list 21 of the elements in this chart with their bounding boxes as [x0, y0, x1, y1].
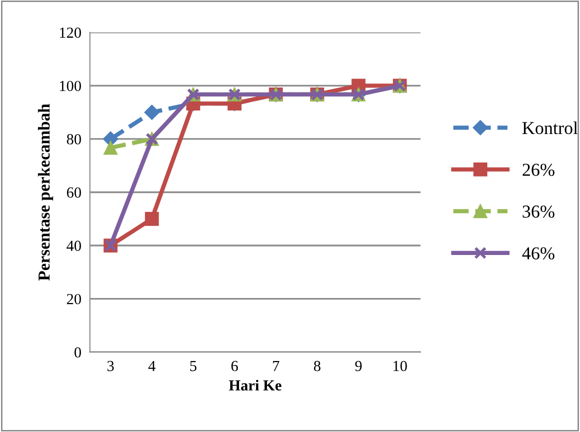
x-tick-label: 10	[394, 360, 407, 372]
x-tick-label: 5	[190, 361, 196, 372]
legend-label: 36%	[522, 206, 554, 218]
y-tick-label: 60	[66, 187, 81, 198]
y-tick-label: 100	[60, 80, 81, 92]
y-tick-label: 120	[60, 28, 81, 38]
y-tick-label: 0	[74, 347, 81, 358]
y-axis-title: Persentase perkecambah	[38, 104, 54, 281]
legend-label: 26%	[522, 164, 554, 176]
legend-label: 46%	[522, 247, 554, 260]
x-tick-label: 9	[355, 360, 362, 372]
legend-label: Kontrol	[522, 121, 578, 134]
x-tick-label: 6	[231, 360, 238, 372]
x-tick-label: 7	[273, 361, 280, 372]
y-tick-label: 80	[66, 134, 81, 144]
x-tick-label: 8	[314, 360, 320, 372]
x-tick-label: 3	[107, 360, 114, 372]
y-tick-label: 40	[66, 240, 81, 251]
x-tick-label: 4	[148, 360, 156, 372]
x-axis-title: Hari Ke	[228, 380, 282, 391]
y-tick-label: 20	[66, 294, 81, 304]
